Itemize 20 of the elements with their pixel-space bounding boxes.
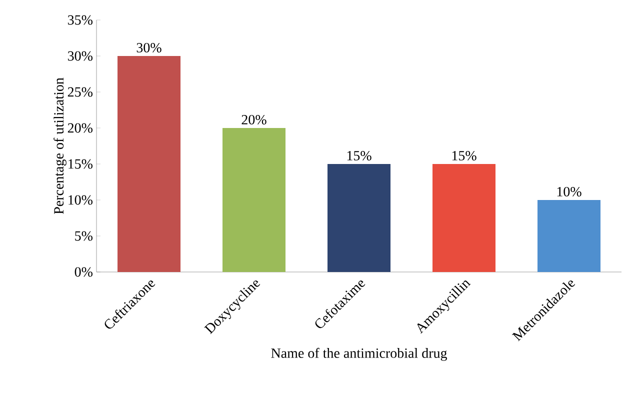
y-tick-label: 35% — [68, 15, 92, 25]
y-tick-label: 0% — [74, 267, 92, 277]
y-tick-label: 5% — [75, 231, 92, 241]
data-label: 15% — [347, 150, 372, 160]
bar — [118, 56, 181, 272]
y-tick-label: 10% — [68, 195, 92, 205]
bar — [432, 164, 496, 272]
y-tick-label: 30% — [68, 51, 92, 61]
bar — [328, 164, 390, 272]
y-tick-label: 25% — [68, 87, 92, 97]
y-tick-label: 15% — [68, 159, 92, 169]
y-tick-label: 20% — [68, 123, 92, 133]
bar — [537, 200, 600, 272]
y-axis-title: Percentage of utilization — [54, 78, 66, 214]
data-label: 10% — [557, 186, 582, 196]
data-label: 15% — [452, 150, 476, 160]
data-label: 30% — [136, 42, 162, 52]
data-label: 20% — [242, 114, 266, 124]
x-axis-title: Name of the antimicrobial drug — [271, 348, 447, 361]
bar — [222, 128, 286, 272]
